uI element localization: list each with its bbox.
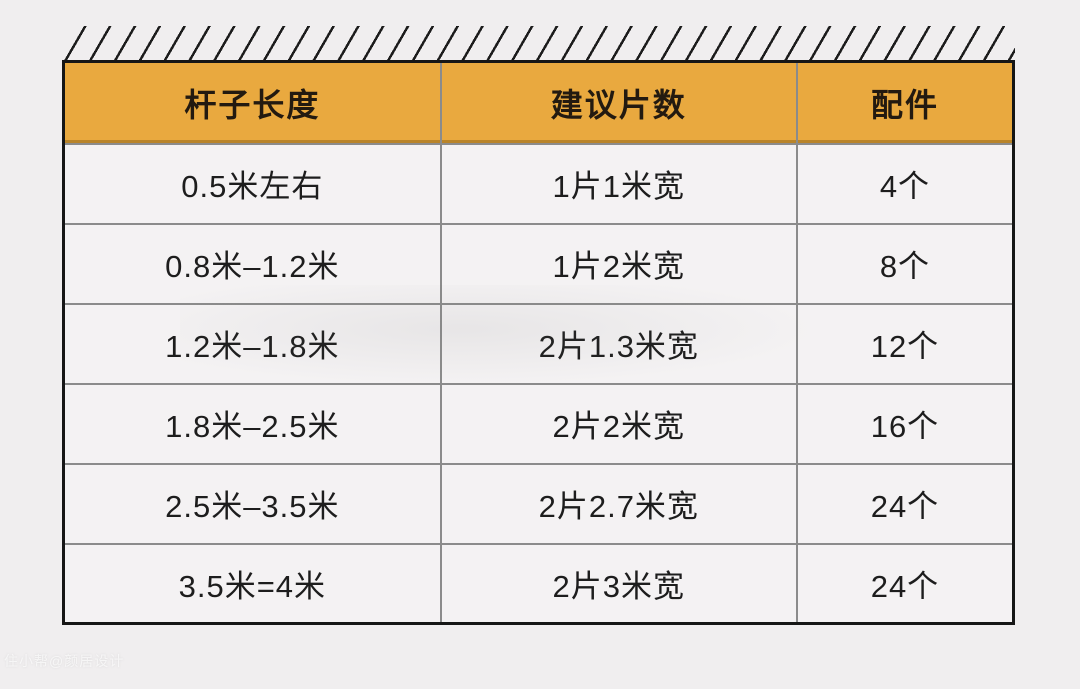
table-cell-accessories: 12个 xyxy=(795,302,1015,385)
table-row: 1.8米–2.5米 2片2米宽 16个 xyxy=(62,382,1015,465)
table-cell-accessories: 4个 xyxy=(795,142,1015,225)
pole-spec-table: 杆子长度 建议片数 配件 0.5米左右 1片1米宽 4个 0.8米–1.2米 1… xyxy=(62,60,1015,625)
table-header-row: 杆子长度 建议片数 配件 xyxy=(62,61,1015,145)
watermark-text: 住小帮@颜居设计 xyxy=(4,653,125,669)
table-cell-length: 1.2米–1.8米 xyxy=(62,302,442,385)
table-cell-accessories: 24个 xyxy=(795,462,1015,545)
table-row: 2.5米–3.5米 2片2.7米宽 24个 xyxy=(62,462,1015,545)
column-header-suggested-pieces: 建议片数 xyxy=(439,61,798,145)
table-cell-length: 1.8米–2.5米 xyxy=(62,382,442,465)
table-row: 1.2米–1.8米 2片1.3米宽 12个 xyxy=(62,302,1015,385)
table-cell-length: 2.5米–3.5米 xyxy=(62,462,442,545)
table-cell-length: 3.5米=4米 xyxy=(62,542,442,625)
table-cell-pieces: 1片2米宽 xyxy=(439,222,798,305)
hatch-border-decoration xyxy=(62,26,1015,60)
table-cell-pieces: 2片3米宽 xyxy=(439,542,798,625)
table-cell-pieces: 2片2.7米宽 xyxy=(439,462,798,545)
table-cell-length: 0.8米–1.2米 xyxy=(62,222,442,305)
table-cell-accessories: 16个 xyxy=(795,382,1015,465)
table-row: 0.5米左右 1片1米宽 4个 xyxy=(62,142,1015,225)
table-cell-pieces: 2片2米宽 xyxy=(439,382,798,465)
table-row: 0.8米–1.2米 1片2米宽 8个 xyxy=(62,222,1015,305)
column-header-pole-length: 杆子长度 xyxy=(62,61,442,145)
table-cell-length: 0.5米左右 xyxy=(62,142,442,225)
table-cell-pieces: 2片1.3米宽 xyxy=(439,302,798,385)
table-cell-accessories: 24个 xyxy=(795,542,1015,625)
table-row: 3.5米=4米 2片3米宽 24个 xyxy=(62,542,1015,625)
table-cell-pieces: 1片1米宽 xyxy=(439,142,798,225)
column-header-accessories: 配件 xyxy=(795,61,1015,145)
table-cell-accessories: 8个 xyxy=(795,222,1015,305)
